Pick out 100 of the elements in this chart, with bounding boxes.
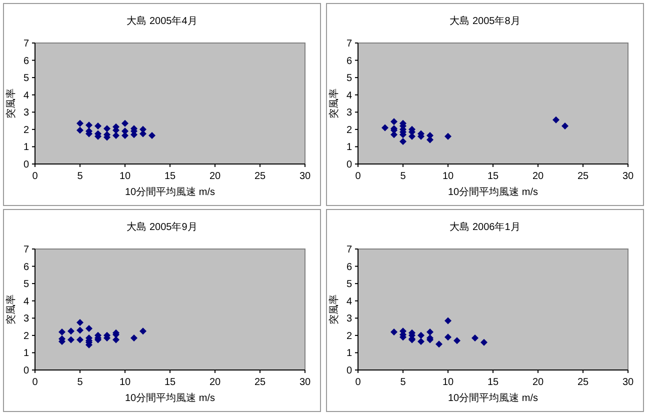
x-tick-label: 0: [355, 377, 362, 388]
y-tick-label: 0: [23, 366, 30, 376]
point: [94, 122, 102, 130]
x-tick-label: 20: [532, 171, 544, 182]
x-tick-label: 10: [442, 171, 454, 182]
y-tick-label: 5: [23, 279, 30, 290]
y-tick-label: 0: [346, 160, 352, 170]
x-tick-label: 15: [487, 377, 499, 388]
y-tick-label: 0: [23, 160, 30, 170]
point: [76, 126, 84, 134]
point: [148, 132, 156, 139]
y-tick-label: 1: [346, 142, 352, 154]
y-tick-label: 6: [346, 262, 352, 273]
y-tick-label: 7: [23, 244, 30, 256]
point: [552, 116, 560, 124]
y-tick-label: 7: [23, 38, 30, 50]
x-tick-label: 15: [164, 377, 176, 388]
x-tick-label: 30: [299, 377, 311, 388]
y-tick-label: 3: [346, 314, 352, 325]
point: [436, 340, 442, 348]
x-axis-title: 10分間平均風速 m/s: [124, 392, 216, 404]
x-axis-title: 10分間平均風速 m/s: [124, 186, 216, 198]
point: [418, 332, 424, 339]
x-tick-label: 0: [355, 171, 362, 182]
x-tick-label: 30: [622, 377, 634, 388]
point: [76, 318, 84, 326]
x-tick-label: 25: [254, 377, 266, 388]
x-tick-label: 25: [577, 171, 589, 182]
x-tick-label: 20: [209, 171, 221, 182]
point: [104, 125, 110, 132]
x-tick-label: 5: [400, 377, 406, 388]
point: [400, 138, 406, 146]
y-tick-label: 5: [346, 73, 352, 84]
point: [480, 338, 488, 346]
y-tick-label: 1: [23, 142, 30, 154]
x-tick-label: 10: [119, 377, 131, 388]
point: [76, 336, 84, 344]
x-axis-title: 10分間平均風速 m/s: [448, 392, 538, 404]
y-tick-label: 6: [23, 262, 30, 273]
y-tick-label: 3: [23, 108, 30, 119]
point: [58, 328, 66, 336]
chart-title: 大島 2005年9月: [126, 221, 198, 233]
x-tick-label: 25: [577, 377, 589, 388]
y-tick-label: 0: [346, 366, 352, 376]
point: [112, 336, 120, 344]
x-tick-label: 5: [77, 171, 84, 182]
point: [444, 317, 452, 324]
point: [382, 124, 388, 132]
y-axis-title: 突風率: [5, 294, 17, 324]
y-tick-label: 5: [23, 73, 30, 84]
point: [426, 328, 434, 336]
y-tick-label: 1: [23, 348, 30, 360]
point: [76, 326, 84, 334]
y-tick-label: 2: [346, 330, 352, 342]
x-tick-label: 20: [532, 377, 544, 388]
y-tick-label: 2: [346, 124, 352, 136]
y-tick-label: 3: [23, 314, 30, 325]
point: [562, 122, 568, 130]
x-tick-label: 25: [254, 171, 266, 182]
y-tick-label: 4: [23, 90, 30, 102]
y-tick-label: 6: [23, 56, 30, 67]
chart-title: 大島 2005年8月: [450, 15, 520, 27]
point: [444, 334, 452, 341]
point: [390, 131, 398, 138]
x-tick-label: 15: [164, 171, 176, 182]
point: [444, 132, 452, 140]
point: [390, 328, 398, 336]
y-tick-label: 7: [346, 244, 352, 256]
point: [472, 334, 478, 342]
y-axis-title: 突風率: [5, 88, 17, 118]
point: [76, 120, 84, 127]
y-tick-label: 2: [23, 124, 30, 136]
y-tick-label: 2: [23, 330, 30, 342]
x-tick-label: 10: [442, 377, 454, 388]
y-tick-label: 4: [346, 90, 352, 102]
x-tick-label: 5: [400, 171, 406, 182]
x-tick-label: 5: [77, 377, 84, 388]
y-tick-label: 6: [346, 56, 352, 67]
x-axis-title: 10分間平均風速 m/s: [448, 186, 538, 198]
chart-title: 大島 2005年4月: [126, 15, 198, 27]
point: [130, 334, 138, 342]
x-tick-label: 30: [622, 171, 634, 182]
y-tick-label: 4: [23, 296, 30, 308]
x-tick-label: 0: [32, 171, 38, 182]
point: [140, 328, 146, 335]
x-tick-label: 0: [32, 377, 38, 388]
x-tick-label: 15: [487, 171, 499, 182]
y-tick-label: 1: [346, 348, 352, 360]
point: [112, 132, 120, 139]
y-tick-label: 5: [346, 279, 352, 290]
point: [68, 328, 74, 335]
y-tick-label: 3: [346, 108, 352, 119]
point: [86, 122, 92, 129]
y-axis-title: 突風率: [328, 294, 340, 324]
x-tick-label: 30: [299, 171, 311, 182]
x-tick-label: 10: [119, 171, 131, 182]
y-tick-label: 7: [346, 38, 352, 50]
x-tick-label: 20: [209, 377, 221, 388]
point: [122, 120, 128, 127]
point: [68, 336, 74, 344]
